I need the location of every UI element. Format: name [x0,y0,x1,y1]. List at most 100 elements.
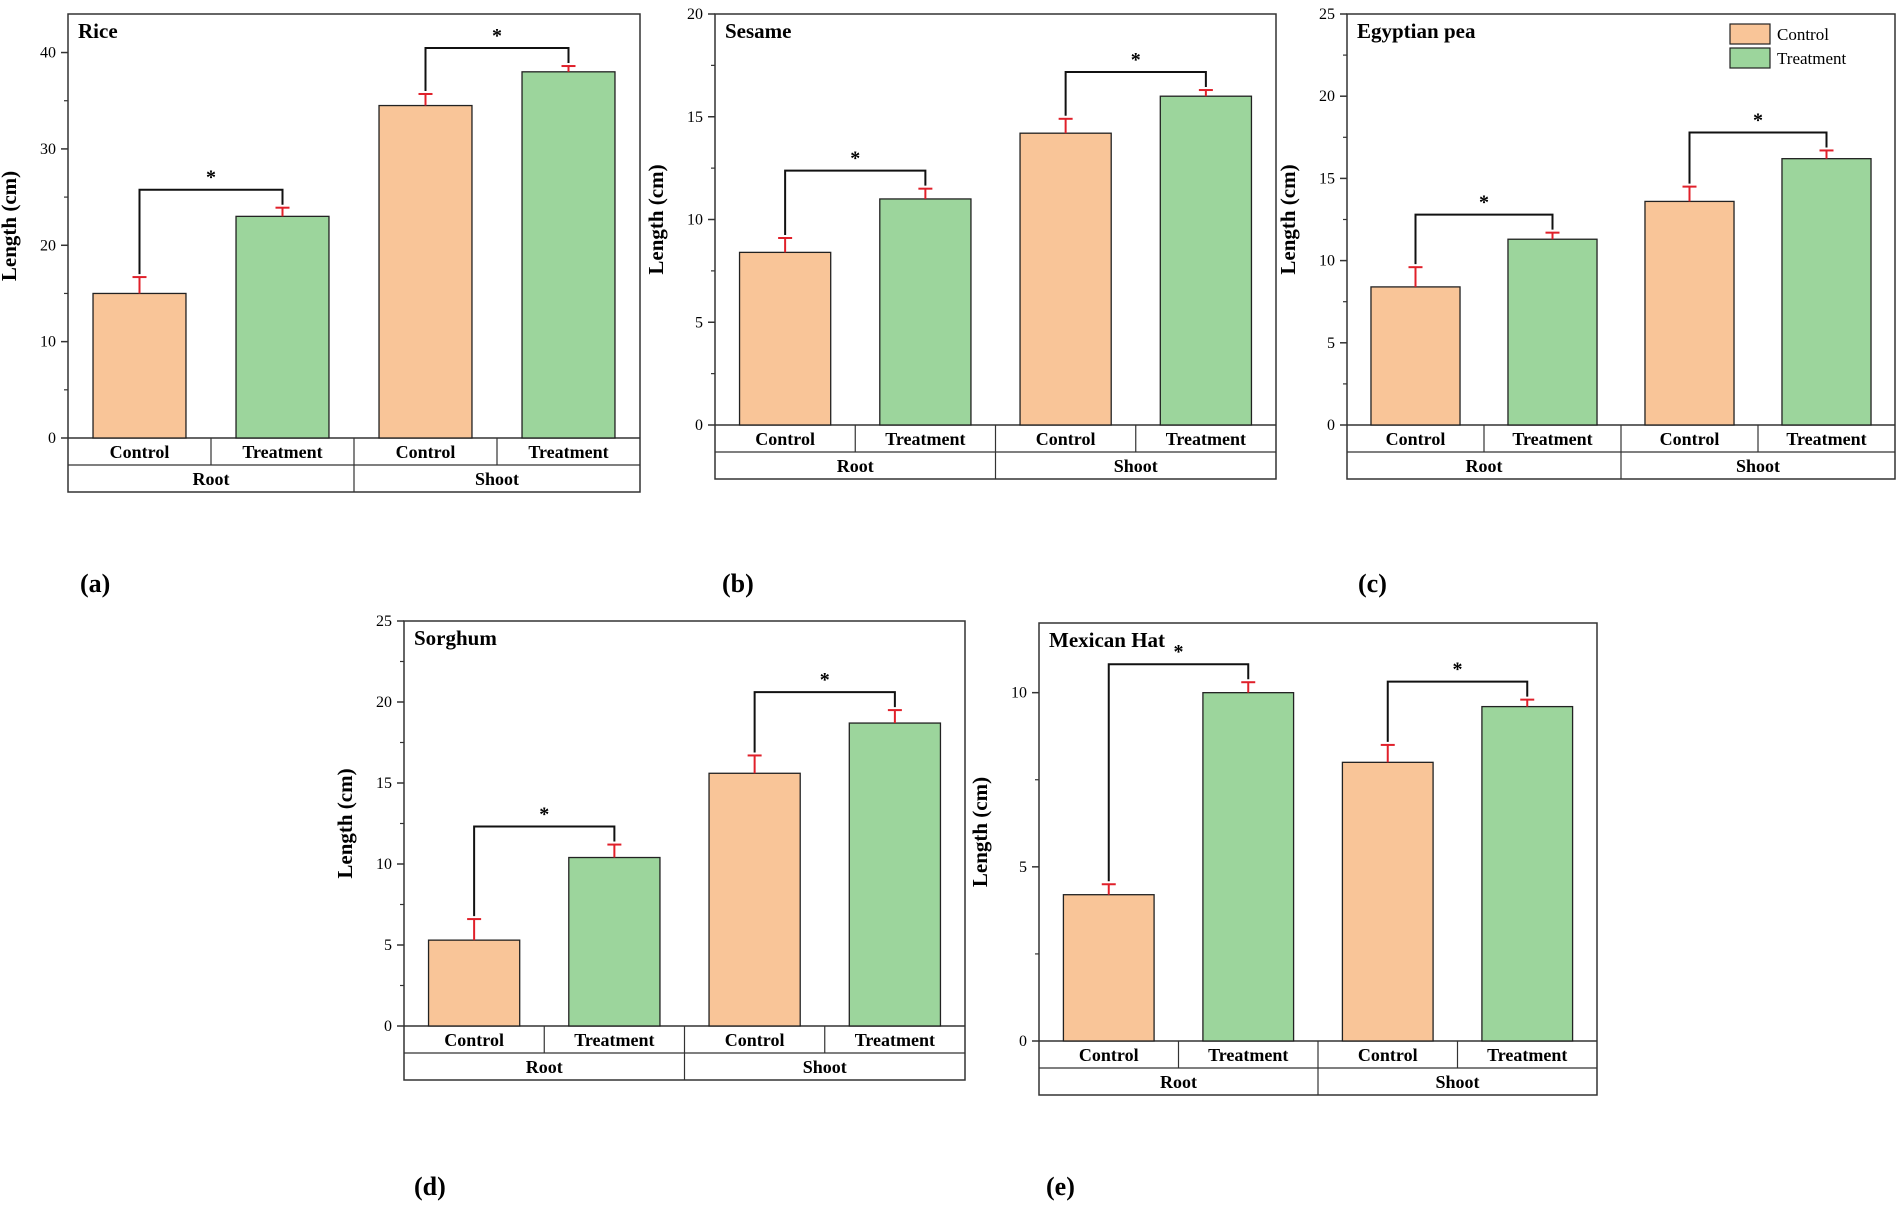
bar-control-root [427,939,521,1027]
panel-title: Sorghum [414,626,497,650]
category-label: Control [1036,429,1096,449]
panel-2: 0 5 10 15 20 Length (cm) Sesame * * Control Treatm… [644,6,1277,598]
category-label: Control [725,1030,785,1050]
category-label: Treatment [1487,1045,1567,1065]
significance-star: * [206,167,216,189]
category-label: Control [1358,1045,1418,1065]
bar-treatment-shoot [848,722,942,1027]
significance-star: * [1479,192,1489,214]
y-axis-label: Length (cm) [644,164,668,274]
panel-letter: (d) [414,1172,446,1201]
y-tick-label: 0 [695,417,703,434]
y-tick-label: 0 [48,430,56,447]
group-label: Root [193,469,230,489]
category-label: Control [755,429,815,449]
legend-swatch-control [1729,23,1771,45]
bar-treatment-root [1202,692,1295,1042]
bar-treatment-shoot [1781,158,1872,426]
category-label: Treatment [528,442,608,462]
category-label: Treatment [885,429,965,449]
bar-treatment-shoot [521,71,616,439]
y-tick-label: 5 [384,937,392,954]
significance-bracket [1064,71,1207,116]
bar-treatment-shoot [1481,705,1574,1042]
y-tick-label: 30 [40,141,56,158]
panel-title: Egyptian pea [1357,19,1476,43]
category-label: Control [1386,429,1446,449]
y-tick-label: 10 [1011,685,1027,702]
category-label: Control [396,442,456,462]
significance-star: * [1131,49,1141,71]
y-tick-label: 10 [687,212,703,229]
y-tick-label: 15 [687,109,703,126]
group-label: Shoot [475,469,519,489]
group-label: Shoot [803,1057,847,1077]
y-tick-label: 5 [695,314,703,331]
bar-control-shoot [1644,200,1735,426]
bar-treatment-root [568,856,661,1027]
bar-treatment-root [235,215,330,439]
bar-treatment-root [1507,238,1598,426]
y-tick-label: 5 [1327,335,1335,352]
significance-bracket [1386,680,1529,742]
panel-letter: (c) [1358,569,1387,598]
group-label: Shoot [1736,456,1780,476]
significance-star: * [1174,641,1184,663]
y-tick-label: 15 [1319,170,1335,187]
category-label: Treatment [1166,429,1246,449]
significance-star: * [1753,109,1763,131]
y-tick-label: 10 [1319,253,1335,270]
y-tick-label: 20 [376,694,392,711]
significance-star: * [820,669,830,691]
significance-bracket [138,188,284,275]
significance-bracket [424,47,570,91]
group-label: Root [1160,1072,1197,1092]
significance-star: * [850,148,860,170]
category-label: Treatment [574,1030,654,1050]
panel-4: 0 5 10 15 20 25 Length (cm) Sorghum * * Control Tre… [333,613,966,1201]
bar-control-root [738,251,832,426]
y-tick-label: 10 [40,334,56,351]
bar-control-root [92,292,187,439]
group-label: Root [1466,456,1503,476]
y-tick-label: 40 [40,45,56,62]
bar-control-root [1370,286,1461,426]
panel-letter: (b) [722,569,754,598]
panel-letter: (a) [80,569,110,598]
significance-star: * [1453,659,1463,681]
y-axis-label: Length (cm) [968,777,992,887]
bar-control-shoot [378,104,473,439]
y-tick-label: 20 [687,6,703,23]
y-tick-label: 10 [376,856,392,873]
panel-5: 0 5 10 Length (cm) Mexican Hat * * Control Treat… [968,622,1598,1201]
y-axis-label: Length (cm) [333,768,357,878]
panel-title: Mexican Hat [1049,628,1165,652]
significance-bracket [753,691,896,753]
category-label: Control [110,442,170,462]
y-tick-label: 25 [1319,6,1335,23]
y-tick-label: 15 [376,775,392,792]
panel-1: 0 10 20 30 40 Length (cm) Rice * * Control Treatme… [0,13,641,598]
panel-title: Sesame [725,19,792,43]
bar-control-shoot [1019,132,1112,426]
bar-treatment-root [879,198,972,426]
significance-star: * [539,804,549,826]
category-label: Treatment [1786,429,1866,449]
group-label: Shoot [1435,1072,1479,1092]
significance-bracket [784,169,927,235]
panel-3: 0 5 10 15 20 25 Length (cm) Egyptian pea * * Contr… [1276,6,1896,598]
significance-bracket [1107,663,1250,882]
y-tick-label: 0 [1327,417,1335,434]
significance-star: * [492,25,502,47]
category-label: Control [444,1030,504,1050]
y-tick-label: 5 [1019,859,1027,876]
y-tick-label: 25 [376,613,392,630]
significance-bracket [1414,213,1554,265]
category-label: Control [1660,429,1720,449]
legend-label-treatment: Treatment [1777,49,1847,68]
legend-label-control: Control [1777,25,1829,44]
bar-treatment-shoot [1159,95,1253,426]
significance-bracket [473,825,616,917]
group-label: Root [837,456,874,476]
y-axis-label: Length (cm) [0,171,21,281]
